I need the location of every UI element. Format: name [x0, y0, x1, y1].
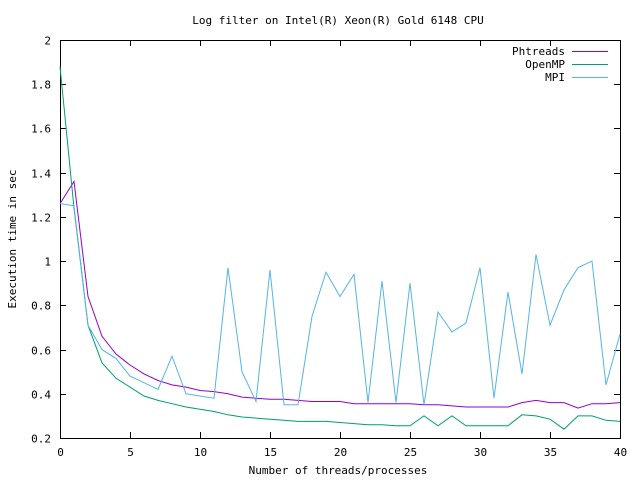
series-line-mpi — [59, 203, 621, 406]
y-tick-label: 1 — [44, 256, 51, 269]
x-tick-label: 35 — [544, 446, 557, 459]
x-axis-ticks: 0 5 10 15 20 25 30 35 40 — [57, 40, 627, 459]
legend-label-openmp: OpenMP — [525, 58, 565, 71]
y-axis-ticks: 0.2 0.4 0.6 0.8 1 1.2 1.4 1.6 1.8 2 — [31, 35, 620, 446]
y-tick-label: 2 — [44, 35, 51, 48]
x-axis-label: Number of threads/processes — [249, 464, 428, 477]
x-tick-label: 30 — [474, 446, 487, 459]
x-tick-label: 5 — [127, 446, 134, 459]
x-tick-label: 10 — [194, 446, 207, 459]
y-tick-label: 0.4 — [31, 389, 51, 402]
y-tick-label: 0.8 — [31, 300, 51, 313]
plot-frame — [60, 40, 621, 439]
legend-label-mpi: MPI — [545, 71, 565, 84]
x-tick-label: 25 — [404, 446, 417, 459]
legend-label-phtreads: Phtreads — [512, 45, 565, 58]
y-axis-label: Execution time in sec — [6, 169, 19, 308]
y-tick-label: 1.8 — [31, 79, 51, 92]
y-tick-label: 1.6 — [31, 123, 51, 136]
series-line-openmp — [59, 66, 621, 430]
y-tick-label: 0.6 — [31, 345, 51, 358]
y-tick-label: 0.2 — [31, 433, 51, 446]
chart-title: Log filter on Intel(R) Xeon(R) Gold 6148… — [192, 14, 483, 27]
x-tick-label: 40 — [614, 446, 627, 459]
x-tick-label: 15 — [264, 446, 277, 459]
series-line-phtreads — [59, 180, 621, 409]
x-tick-label: 0 — [57, 446, 64, 459]
x-tick-label: 20 — [334, 446, 347, 459]
series-lines — [59, 66, 621, 430]
y-tick-label: 1.2 — [31, 212, 51, 225]
y-tick-label: 1.4 — [31, 168, 51, 181]
